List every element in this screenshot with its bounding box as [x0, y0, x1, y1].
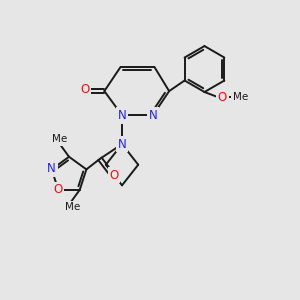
Text: O: O — [218, 91, 227, 104]
Text: O: O — [80, 83, 90, 96]
Text: N: N — [47, 162, 56, 175]
Text: Me: Me — [65, 202, 80, 212]
Text: N: N — [148, 109, 157, 122]
Text: Me: Me — [52, 134, 67, 144]
Text: N: N — [118, 109, 126, 122]
Text: O: O — [53, 183, 62, 196]
Text: Me: Me — [233, 92, 248, 102]
Text: O: O — [110, 169, 119, 182]
Text: N: N — [118, 138, 126, 151]
